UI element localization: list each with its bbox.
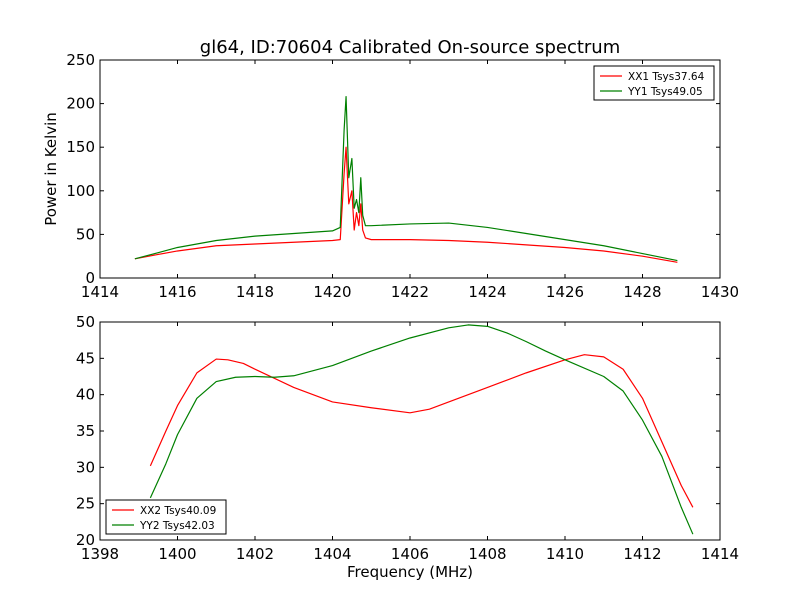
legend-box [593,65,715,101]
series-line-1-2 [134,96,678,262]
x-tick-label: 1400 [158,545,196,563]
x-tick-label: 1428 [623,283,661,301]
x-axis-label: Frequency (MHz) [347,563,473,581]
x-tick-label: 1402 [236,545,274,563]
y-tick-label: 30 [76,458,95,476]
x-tick-label: 1398 [81,545,119,563]
legend-2: XX2 Tsys40.09 YY2 Tsys42.03 [105,499,227,535]
y-tick-label: 250 [66,51,95,69]
x-tick-label: 1408 [468,545,506,563]
x-tick-label: 1430 [701,283,739,301]
x-tick-label: 1414 [701,545,739,563]
x-tick-label: 1424 [468,283,506,301]
x-tick-label: 1420 [313,283,351,301]
legend-label: XX1 Tsys37.64 [628,71,705,83]
legend-label: XX2 Tsys40.09 [140,505,216,517]
panel-2: 1398 1400 1402 1404 1406 1408 1410 1412 1414 20 25… [76,313,739,581]
x-tick-label: 1410 [546,545,584,563]
y-tick-label: 100 [66,182,95,200]
legend-box [105,499,227,535]
y-tick-label: 0 [85,269,95,287]
x-tick-label: 1414 [81,283,119,301]
x-tick-label: 1406 [391,545,429,563]
plots: 1414 1416 1418 1420 1422 1424 1426 1428 14300501… [42,51,739,581]
y-tick-label: 40 [76,386,95,404]
series-line-2-1 [149,354,694,508]
y-tick-label: 35 [76,422,95,440]
y-tick-label: 200 [66,95,95,113]
x-tick-label: 1418 [236,283,274,301]
y-tick-label: 45 [76,349,95,367]
legend-1: XX1 Tsys37.64 YY1 Tsys49.05 [593,65,715,101]
y-tick-label: 50 [76,313,95,331]
series-line-2-2 [149,324,694,535]
panel-1: 1414 1416 1418 1420 1422 1424 1426 1428 1430 0 50 1… [42,51,739,301]
legend-label: YY1 Tsys49.05 [627,86,703,98]
y-tick-label: 25 [76,495,95,513]
y-tick-label: 50 [76,225,95,243]
series-line-1-1 [134,146,678,263]
x-tick-label: 1412 [623,545,661,563]
y-tick-label: 150 [66,138,95,156]
legend-label: YY2 Tsys42.03 [139,520,215,532]
y-axis-label: Power in Kelvin [42,112,60,226]
y-tick-label: 20 [76,531,95,549]
x-tick-label: 1422 [391,283,429,301]
chart-title: gl64, ID:70604 Calibrated On-source spec… [200,37,620,58]
x-tick-label: 1426 [546,283,584,301]
x-tick-label: 1416 [158,283,196,301]
x-tick-label: 1404 [313,545,351,563]
